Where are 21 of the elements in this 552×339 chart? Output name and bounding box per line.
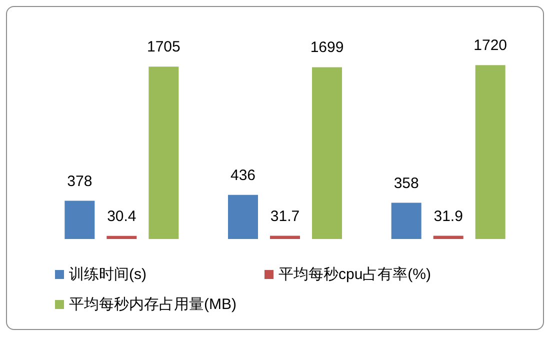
legend-label: 平均每秒cpu占有率(%) bbox=[278, 266, 432, 283]
data-label: 378 bbox=[67, 172, 92, 190]
bar bbox=[270, 236, 300, 239]
bar bbox=[475, 65, 506, 239]
data-label: 436 bbox=[230, 166, 256, 184]
bar bbox=[106, 236, 137, 239]
bar bbox=[64, 200, 95, 239]
data-label: 31.9 bbox=[434, 208, 463, 225]
data-label: 358 bbox=[394, 174, 419, 192]
data-label: 1720 bbox=[474, 37, 508, 54]
bar bbox=[228, 194, 258, 239]
data-label: 1699 bbox=[310, 39, 344, 56]
legend-label: 平均每秒内存占用量(MB) bbox=[69, 296, 236, 313]
bar bbox=[391, 202, 422, 239]
data-label: 1705 bbox=[146, 38, 180, 56]
data-label: 30.4 bbox=[107, 208, 136, 225]
legend-label: 训练时间(s) bbox=[69, 266, 146, 283]
bar bbox=[148, 66, 179, 239]
data-label: 31.7 bbox=[270, 208, 300, 225]
bar bbox=[312, 67, 342, 239]
bar bbox=[433, 236, 464, 239]
